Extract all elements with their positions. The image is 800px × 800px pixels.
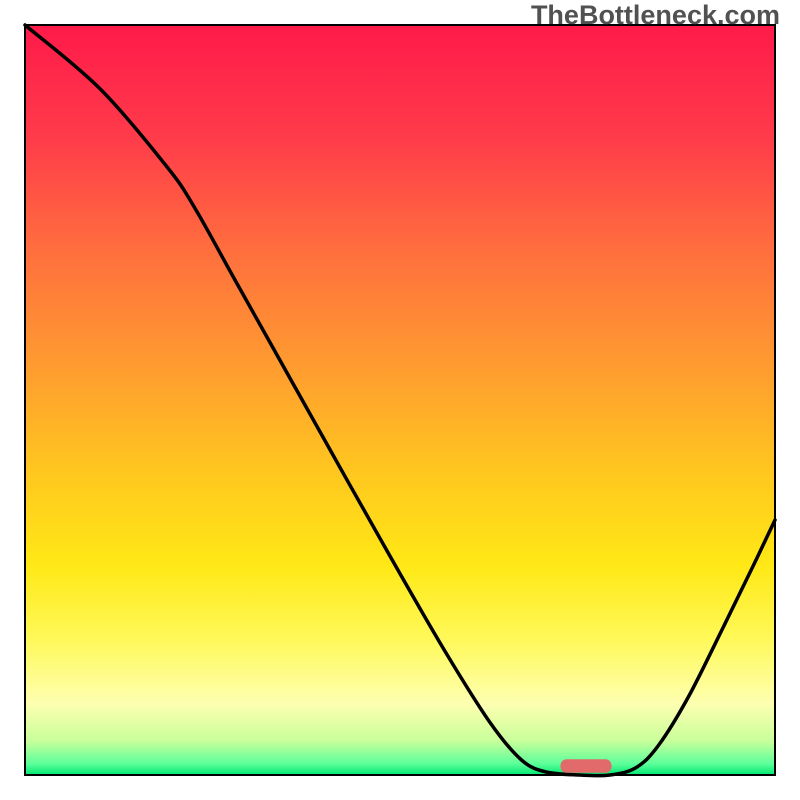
watermark-label: TheBottleneck.com [531, 0, 780, 31]
chart-root: TheBottleneck.com [0, 0, 800, 800]
optimal-marker [561, 759, 612, 773]
gradient-background [25, 25, 775, 775]
bottleneck-chart [0, 0, 800, 800]
